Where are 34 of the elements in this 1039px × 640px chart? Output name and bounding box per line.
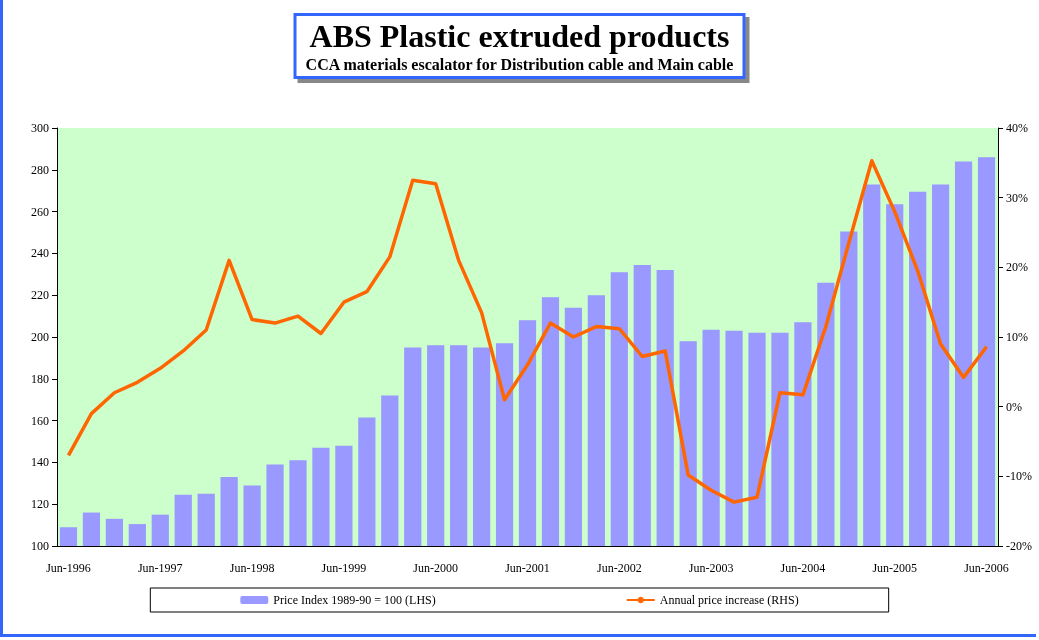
x-tick-label: Jun-2002 — [596, 561, 642, 575]
y2-tick-label: 10% — [1006, 330, 1028, 344]
y2-tick-label: -10% — [1006, 469, 1032, 484]
x-tick-label: Jun-2001 — [505, 561, 550, 575]
chart-title: ABS Plastic extruded products — [309, 18, 730, 54]
y2-tick-label: 30% — [1006, 190, 1028, 205]
x-tick-label: Jun-1999 — [321, 561, 367, 575]
y-tick-label: 260 — [31, 204, 49, 219]
x-tick-label: Jun-1996 — [46, 561, 91, 575]
y-tick-label: 160 — [31, 413, 49, 428]
y-tick-label: 240 — [31, 246, 49, 261]
y2-tick-label: 0% — [1006, 399, 1022, 414]
y-tick-label: 200 — [31, 330, 49, 344]
y-tick-label: 120 — [31, 497, 49, 512]
x-tick-label: Jun-1998 — [229, 561, 275, 575]
y2-tick-label: 20% — [1006, 260, 1028, 275]
x-tick-label: Jun-2004 — [780, 561, 826, 575]
y-tick-label: 180 — [31, 371, 49, 386]
y2-tick-label: 40% — [1006, 121, 1028, 135]
legend-label: Annual price increase (RHS) — [659, 593, 799, 607]
chart-subtitle: CCA materials escalator for Distribution cable and Main cable — [305, 55, 734, 73]
x-tick-label: Jun-1997 — [137, 561, 183, 575]
y-tick-label: 220 — [31, 288, 49, 303]
line-series — [66, 158, 989, 504]
legend-label: Price Index 1989-90 = 100 (LHS) — [273, 593, 436, 607]
y-tick-label: 100 — [31, 539, 49, 553]
x-tick-label: Jun-2003 — [688, 561, 734, 575]
x-tick-label: Jun-2000 — [413, 561, 459, 575]
x-tick-label: Jun-2005 — [872, 561, 918, 575]
x-tick-label: Jun-2006 — [964, 561, 1009, 575]
y-tick-label: 140 — [31, 455, 49, 470]
y-tick-label: 300 — [31, 121, 49, 135]
y2-tick-label: -20% — [1006, 539, 1032, 553]
y-tick-label: 280 — [31, 162, 49, 177]
